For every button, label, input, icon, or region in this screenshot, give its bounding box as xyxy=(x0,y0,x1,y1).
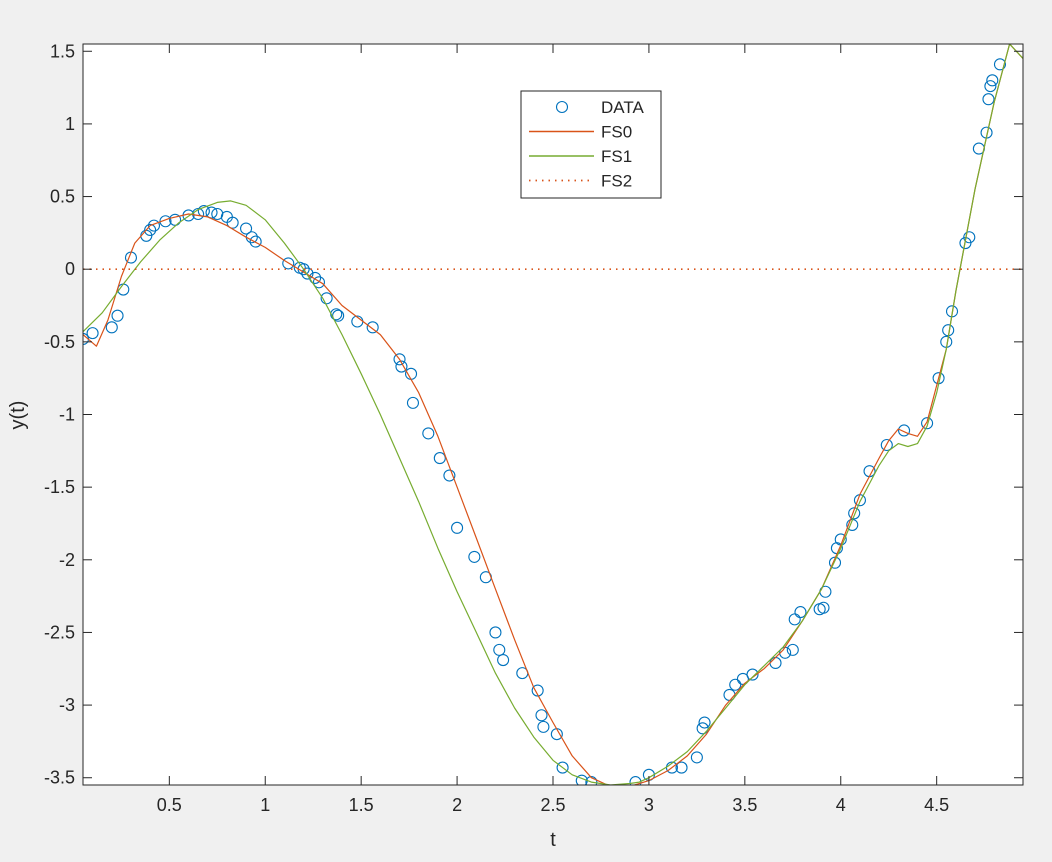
data-point-data xyxy=(585,776,598,785)
data-point-data xyxy=(433,452,446,465)
data-point-data xyxy=(729,678,742,691)
legend-label-fs2: FS2 xyxy=(601,172,632,191)
data-point-data xyxy=(880,438,893,452)
y-tick-label: -2.5 xyxy=(44,622,75,642)
y-tick-label: 1.5 xyxy=(50,41,75,61)
legend-label-data: DATA xyxy=(601,98,644,117)
data-point-data xyxy=(301,267,314,280)
y-tick-label: -1.5 xyxy=(44,477,75,497)
data-point-data xyxy=(690,751,703,764)
data-point-data xyxy=(794,606,807,619)
y-axis-label: y(t) xyxy=(7,401,29,430)
data-point-data xyxy=(746,668,759,681)
x-tick-label: 2 xyxy=(452,795,462,815)
y-tick-label: -3.5 xyxy=(44,768,75,788)
data-point-data xyxy=(105,321,118,334)
series-line-fs0 xyxy=(83,44,1023,785)
y-tick-label: 1 xyxy=(65,114,75,134)
legend-swatch-data xyxy=(555,100,569,114)
data-point-data xyxy=(395,360,408,373)
data-point-data xyxy=(537,720,550,733)
data-point-data xyxy=(986,74,999,87)
data-point-data xyxy=(422,427,435,440)
data-point-data xyxy=(497,653,510,667)
data-point-data xyxy=(169,213,182,226)
data-point-data xyxy=(320,292,333,305)
y-tick-label: -1 xyxy=(59,405,75,425)
data-point-data xyxy=(406,396,420,409)
legend-box xyxy=(520,90,662,199)
y-tick-label: 0.5 xyxy=(50,187,75,207)
x-tick-label: 3.5 xyxy=(732,795,757,815)
x-tick-label: 3 xyxy=(644,795,654,815)
data-point-data xyxy=(535,709,548,722)
x-tick-label: 2.5 xyxy=(540,795,565,815)
data-point-data xyxy=(629,776,642,785)
y-tick-label: -0.5 xyxy=(44,332,75,352)
data-point-data xyxy=(963,231,976,244)
data-point-data xyxy=(698,716,711,729)
data-point-data xyxy=(312,276,326,289)
data-point-data xyxy=(848,507,861,520)
data-point-data xyxy=(240,222,253,235)
data-point-data xyxy=(489,626,502,639)
data-point-data xyxy=(147,219,161,232)
data-point-data xyxy=(786,643,799,656)
data-point-data xyxy=(817,601,830,614)
x-tick-label: 4.5 xyxy=(924,795,949,815)
data-point-data xyxy=(111,309,124,322)
series-line-fs1 xyxy=(83,44,1023,785)
data-point-data xyxy=(468,550,481,563)
legend: DATA FS0 FS1 FS2 xyxy=(520,90,662,199)
data-point-data xyxy=(366,321,379,334)
chart-marks xyxy=(83,44,1023,785)
data-point-data xyxy=(451,521,464,534)
data-point-data xyxy=(982,93,995,106)
data-point-data xyxy=(531,684,544,697)
y-tick-label: -3 xyxy=(59,695,75,715)
data-point-data xyxy=(443,469,456,482)
data-point-data xyxy=(86,327,99,340)
x-tick-label: 1.5 xyxy=(349,795,374,815)
data-point-data xyxy=(393,353,406,366)
x-axis-label: t xyxy=(550,829,556,851)
data-point-data xyxy=(249,235,262,248)
data-point-data xyxy=(226,216,239,229)
x-tick-label: 4 xyxy=(836,795,846,815)
legend-label-fs0: FS0 xyxy=(601,123,632,142)
data-point-data xyxy=(921,417,934,430)
x-tick-label: 0.5 xyxy=(157,795,182,815)
y-tick-label: 0 xyxy=(65,259,75,279)
data-point-data xyxy=(898,424,911,437)
data-point-data xyxy=(144,223,157,237)
y-tick-label: -2 xyxy=(59,550,75,570)
data-point-data xyxy=(984,80,997,93)
axes: 0.5 1 1.5 2 2.5 3 3.5 4 4.5 1.5 1 0.5 0 -0.5 -1 -1.5 -2 -… xyxy=(44,41,1024,815)
x-tick-label: 1 xyxy=(260,795,270,815)
data-point-data xyxy=(282,257,295,270)
data-point-data xyxy=(556,761,569,774)
legend-label-fs1: FS1 xyxy=(601,147,632,166)
data-point-data xyxy=(993,58,1007,71)
data-point-data xyxy=(675,761,688,774)
